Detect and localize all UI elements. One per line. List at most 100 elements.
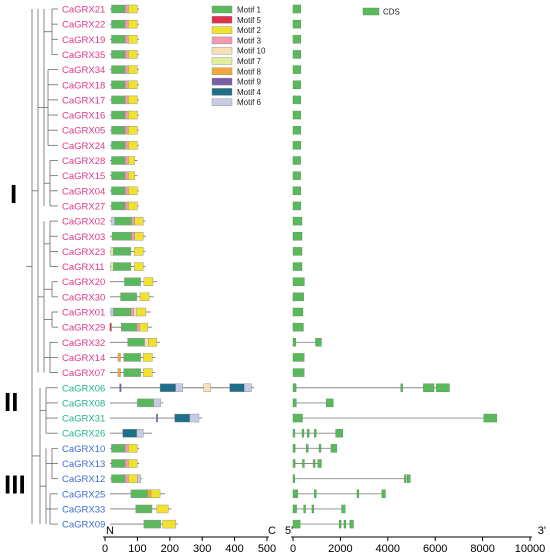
motif-box: [124, 444, 129, 453]
motif-box: [113, 247, 132, 256]
cds-exon: [407, 474, 411, 483]
legend-label: CDS: [383, 8, 400, 17]
cds-exon: [292, 95, 302, 105]
motif-box: [110, 307, 114, 317]
motif-tick-label: 0: [102, 543, 108, 554]
motif-box: [130, 307, 134, 317]
legend-label: Motif 10: [237, 47, 266, 56]
motif-box: [111, 156, 126, 165]
gene-row: CaGRX16: [62, 111, 302, 122]
legend-swatch: [211, 16, 233, 24]
gene-label: CaGRX35: [62, 50, 105, 61]
motif-box: [130, 489, 148, 498]
cds-exon: [311, 504, 315, 514]
motif-box: [143, 368, 153, 377]
motif-box: [111, 125, 126, 135]
cds-exon: [292, 262, 303, 271]
legend-swatch: [211, 47, 233, 55]
gene-label: CaGRX01: [62, 308, 105, 319]
group-label: II: [4, 387, 18, 417]
motif-box: [128, 186, 138, 196]
motif-box: [128, 125, 138, 135]
motif-box: [175, 383, 183, 392]
gene-row: CaGRX20: [62, 277, 305, 288]
gene-label: CaGRX27: [62, 201, 105, 212]
gene-row: CaGRX35: [62, 50, 302, 61]
cds-exon: [292, 444, 296, 453]
gene-label: CaGRX09: [62, 520, 105, 531]
motif-box: [124, 171, 129, 180]
legend-label: Motif 2: [237, 26, 262, 35]
gene-row: CaGRX11: [62, 262, 303, 273]
gene-row: CaGRX03: [62, 232, 303, 243]
motif-box: [229, 383, 245, 392]
motif-box: [128, 156, 136, 165]
cds-exon: [330, 444, 338, 453]
group-label: III: [4, 470, 26, 500]
motif-box: [189, 413, 200, 423]
axes: 0 100 200 300 400 500 N C 0 2000 4000 6000 8000 10000…: [102, 525, 546, 554]
cds-exon: [381, 489, 386, 498]
gene-row: CaGRX04: [62, 186, 302, 197]
legend-label: Motif 8: [237, 67, 262, 76]
motif-box: [128, 4, 138, 14]
gene-label: CaGRX24: [62, 141, 105, 152]
gene-row: CaGRX33: [62, 504, 346, 515]
gene-label: CaGRX13: [62, 459, 105, 470]
cds-exon: [325, 398, 334, 408]
gene-row: CaGRX01: [62, 307, 304, 319]
gene-row: CaGRX21: [62, 4, 302, 16]
motif-box: [150, 489, 161, 498]
motif-box: [111, 4, 126, 14]
motif-tick-label: 100: [128, 543, 146, 554]
gene-rows: CaGRX21 CaGRX22 CaGRX19 CaGRX35 CaGRX34 CaGRX…: [62, 4, 498, 531]
motif-box: [155, 413, 158, 423]
motif-end-label: C: [268, 525, 276, 537]
gene-row: CaGRX25: [62, 489, 386, 500]
motif-box: [123, 353, 141, 362]
motif-box: [124, 65, 129, 74]
gene-row: CaGRX05: [62, 125, 302, 137]
motif-box: [111, 80, 126, 89]
motif-box: [137, 474, 141, 483]
motif-box: [124, 125, 129, 135]
motif-box: [128, 201, 138, 211]
motif-box: [133, 247, 144, 256]
phylogenetic-tree: [26, 8, 58, 525]
motif-box: [159, 383, 176, 392]
legend-label: Motif 6: [237, 98, 262, 107]
gene-row: CaGRX08: [62, 398, 334, 409]
cds-exon: [335, 429, 343, 438]
motif-box: [124, 186, 129, 196]
motif-box: [123, 368, 141, 377]
gene-label: CaGRX11: [62, 262, 105, 273]
gene-label: CaGRX32: [62, 338, 105, 349]
motif-box: [139, 292, 150, 302]
legend-swatch: [211, 36, 233, 45]
cds-exon: [292, 504, 297, 514]
motif-box: [124, 35, 129, 44]
cds-exon: [292, 429, 296, 438]
gene-row: CaGRX24: [62, 141, 302, 152]
motif-box: [111, 95, 126, 105]
motif-box: [133, 307, 137, 317]
cds-exon: [436, 383, 450, 392]
motif-box: [113, 262, 132, 271]
motif-box: [128, 171, 136, 180]
motif-box: [120, 292, 137, 302]
gene-label: CaGRX07: [62, 368, 105, 379]
gene-label: CaGRX29: [62, 323, 105, 334]
gene-label: CaGRX34: [62, 65, 105, 76]
cds-exon: [292, 125, 302, 135]
gene-label: CaGRX15: [62, 171, 105, 182]
motif-box: [134, 216, 144, 226]
motif-start-label: N: [106, 525, 114, 537]
motif-box: [111, 444, 126, 453]
gene-row: CaGRX26: [62, 429, 343, 440]
gene-label: CaGRX03: [62, 232, 105, 243]
motif-box: [128, 474, 138, 483]
gene-label: CaGRX05: [62, 126, 105, 137]
cds-exon: [302, 459, 305, 468]
motif-box: [124, 201, 129, 211]
